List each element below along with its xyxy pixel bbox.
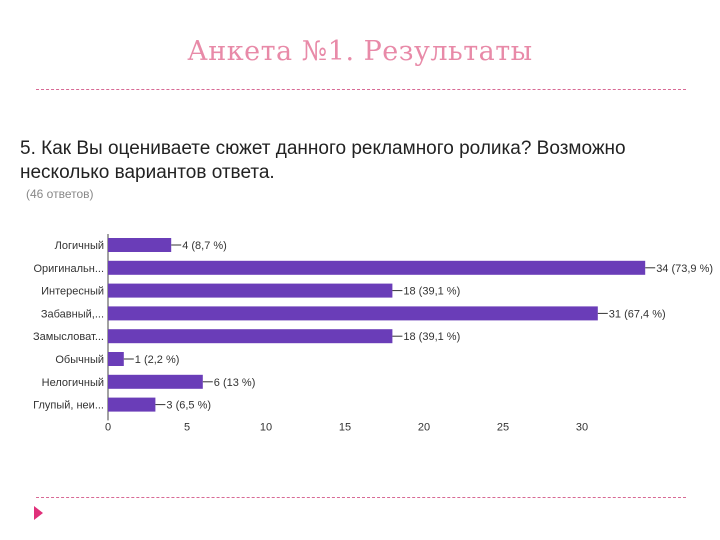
x-tick-label: 25 [497, 421, 509, 433]
x-tick-label: 15 [339, 421, 351, 433]
x-tick-label: 30 [576, 421, 588, 433]
x-tick-label: 0 [105, 421, 111, 433]
x-tick-label: 20 [418, 421, 430, 433]
bar [108, 283, 393, 298]
data-label: 18 (39,1 %) [403, 286, 460, 298]
category-label: Замысловат... [33, 331, 104, 343]
bar [108, 260, 646, 275]
data-label: 31 (67,4 %) [609, 308, 666, 320]
next-slide-arrow-icon[interactable] [34, 506, 43, 520]
category-label: Интересный [41, 286, 104, 298]
data-label: 3 (6,5 %) [166, 400, 211, 412]
category-label: Обычный [55, 354, 104, 366]
bar [108, 329, 393, 344]
question-text: 5. Как Вы оцениваете сюжет данного рекла… [20, 138, 626, 183]
bottom-divider [36, 497, 686, 498]
slide-title: Анкета №1. Результаты [187, 36, 533, 67]
data-label: 34 (73,9 %) [656, 263, 713, 275]
data-label: 18 (39,1 %) [403, 331, 460, 343]
category-label: Нелогичный [42, 377, 104, 389]
response-count: (46 ответов) [26, 187, 94, 201]
category-label: Оригинальн... [33, 263, 104, 275]
data-label: 6 (13 %) [214, 377, 256, 389]
data-label: 4 (8,7 %) [182, 240, 227, 252]
x-tick-label: 5 [184, 421, 190, 433]
bar-chart: Логичный 4 (8,7 %) Оригинальн... 34 (73,9 %… [33, 234, 713, 433]
bar [108, 238, 172, 252]
x-tick-label: 10 [260, 421, 272, 433]
bar [108, 397, 156, 412]
bar [108, 306, 598, 321]
category-label: Забавный,... [41, 308, 104, 320]
category-label: Глупый, неи... [33, 400, 104, 412]
category-label: Логичный [55, 240, 104, 252]
bar [108, 374, 203, 389]
data-label: 1 (2,2 %) [135, 354, 180, 366]
top-divider [36, 89, 686, 90]
bar [108, 352, 124, 366]
